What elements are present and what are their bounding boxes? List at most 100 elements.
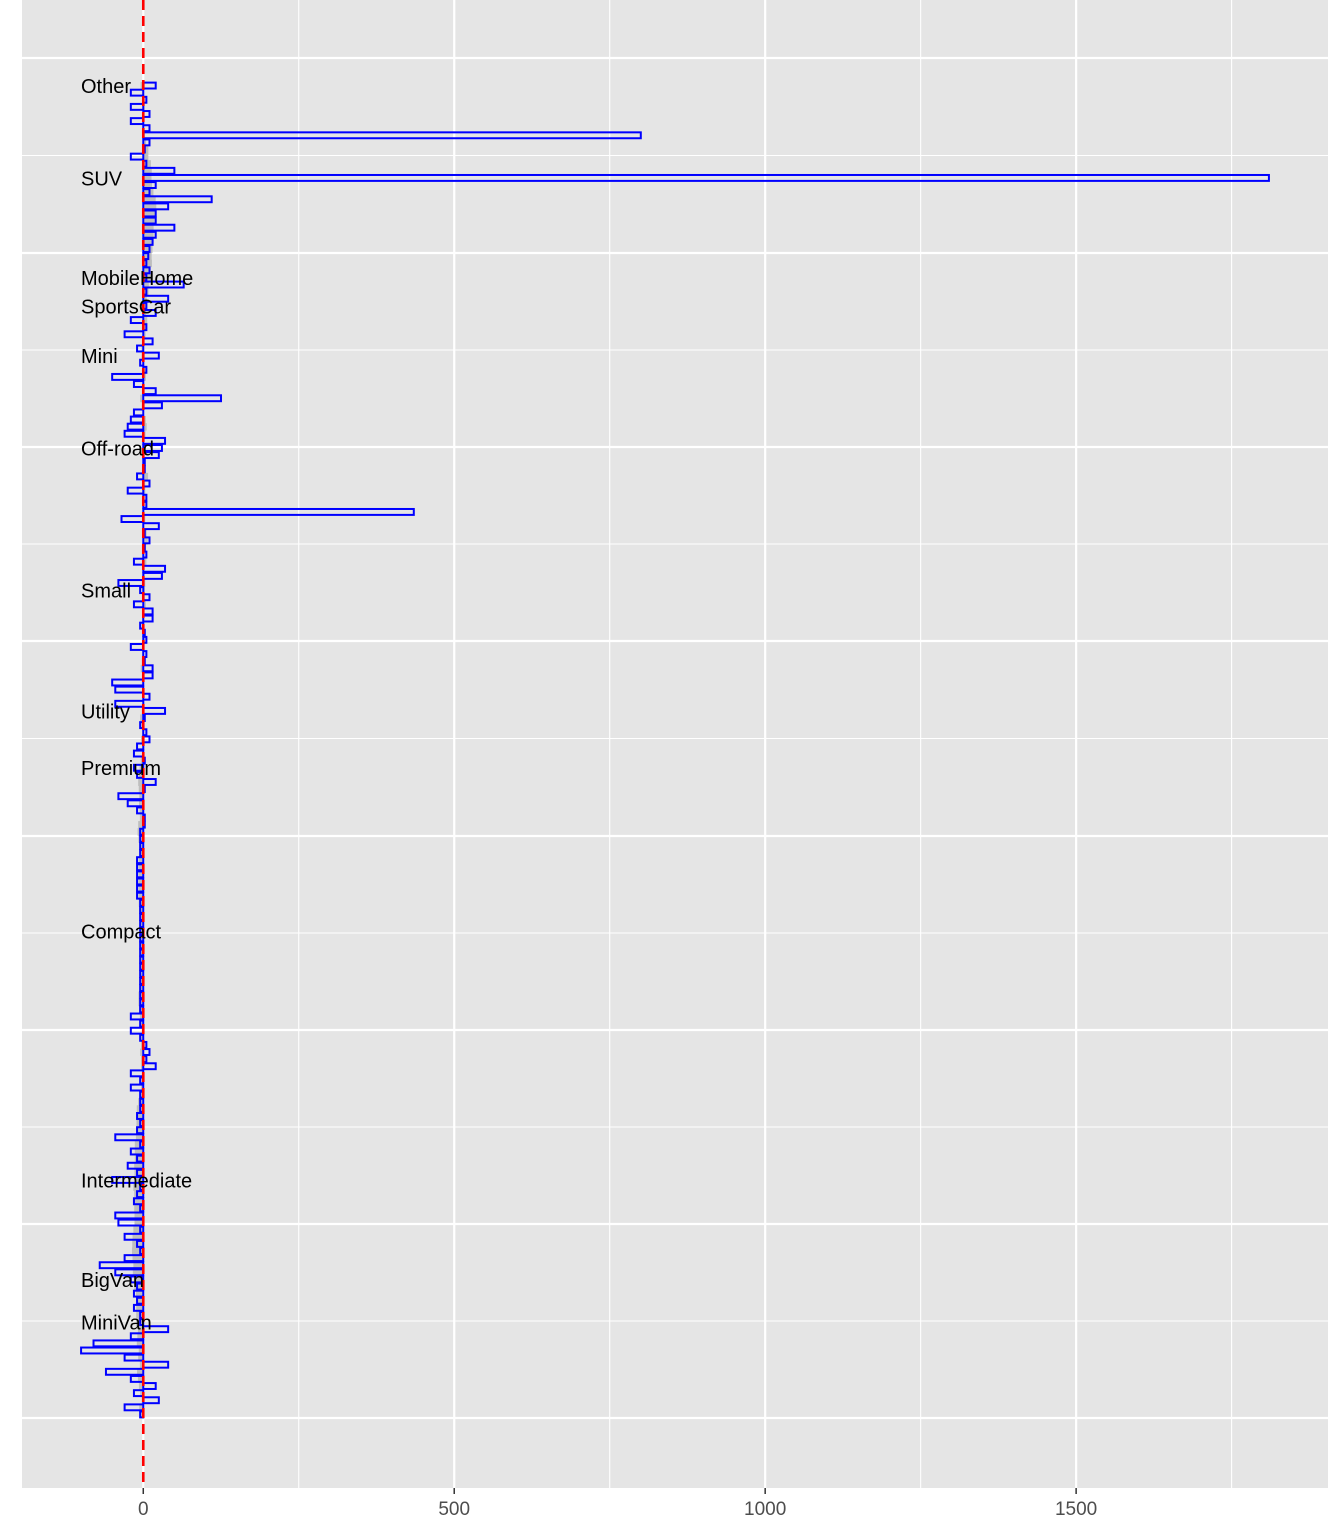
bar [142, 728, 148, 737]
smoothed-band-segment [133, 1183, 144, 1191]
smoothed-band-segment [143, 259, 152, 268]
smoothed-band-segment [140, 963, 144, 971]
bar [132, 600, 145, 609]
smoothed-band-segment [139, 806, 144, 815]
bar [142, 614, 154, 623]
smoothed-band-segment [143, 202, 157, 211]
category-label: Compact [81, 922, 161, 944]
smoothed-band-segment [143, 167, 152, 175]
bar [129, 152, 145, 161]
smoothed-band-segment [143, 138, 147, 147]
smoothed-band-segment [136, 1339, 144, 1348]
smoothed-band-segment [134, 1140, 144, 1149]
smoothed-band-segment [138, 1382, 144, 1390]
smoothed-band-segment [143, 145, 149, 154]
smoothed-band-segment [143, 536, 148, 545]
bar [129, 1147, 145, 1156]
smoothed-band-segment [140, 956, 144, 964]
bar [139, 1097, 145, 1106]
smoothed-band-segment [139, 792, 144, 801]
smoothed-band-segment [134, 1204, 144, 1213]
bar [142, 1382, 157, 1390]
smoothed-band-segment [139, 764, 144, 772]
smoothed-band-segment [143, 600, 146, 609]
x-tick-label: 1000 [744, 1499, 786, 1520]
bar [142, 571, 163, 580]
smoothed-band-segment [143, 472, 149, 481]
bar [136, 870, 145, 879]
bar [142, 280, 185, 289]
smoothed-band-segment [135, 1290, 144, 1298]
smoothed-band-segment [139, 913, 144, 921]
bar [139, 998, 145, 1007]
smoothed-band-segment [138, 870, 144, 879]
smoothed-band-segment [136, 1297, 144, 1305]
bar [136, 1112, 145, 1120]
smoothed-band-segment [141, 1084, 144, 1092]
smoothed-band-segment [143, 266, 151, 275]
smoothed-band-segment [138, 1354, 144, 1362]
x-tick-label: 1500 [1055, 1499, 1097, 1520]
bar [142, 550, 148, 559]
smoothed-band-segment [138, 785, 144, 794]
smoothed-band-segment [143, 188, 154, 197]
smoothed-band-segment [134, 1219, 144, 1227]
smoothed-band-segment [131, 1247, 144, 1255]
smoothed-band-segment [143, 195, 156, 204]
bar [142, 507, 415, 516]
bar [139, 1033, 145, 1042]
smoothed-band-segment [139, 1012, 144, 1021]
grid-layer [22, 0, 1328, 1488]
bar [142, 216, 157, 225]
smoothed-band-segment [143, 224, 154, 232]
bar [139, 586, 145, 595]
category-label-layer: Other SUV MobileHome SportsCar Mini Off-road S… [81, 76, 193, 1335]
bar [123, 1254, 145, 1263]
bar [132, 1303, 145, 1312]
smoothed-band-segment [139, 927, 144, 936]
category-label: MobileHome [81, 268, 193, 290]
bar [142, 266, 151, 275]
bar [123, 1403, 145, 1412]
smoothed-band-segment [133, 1261, 144, 1270]
smoothed-band-segment [143, 295, 147, 303]
bar [132, 763, 145, 772]
category-label: Mini [81, 346, 118, 368]
bar [142, 1048, 151, 1056]
smoothed-band-segment [134, 1162, 144, 1170]
smoothed-band-segment [143, 231, 154, 239]
bar [142, 444, 163, 452]
smoothed-band-segment [134, 1169, 144, 1177]
x-tick-label: 0 [138, 1499, 149, 1520]
smoothed-band-segment [139, 799, 144, 808]
category-label: Small [81, 581, 131, 603]
bar [136, 891, 145, 900]
category-label: Premium [81, 758, 161, 780]
bar [92, 1339, 145, 1348]
smoothed-band-segment [132, 1233, 144, 1241]
smoothed-band-segment [139, 920, 144, 929]
bar [136, 1126, 145, 1135]
smoothed-band-segment [140, 948, 144, 957]
smoothed-band-segment [132, 1268, 144, 1277]
bar [142, 536, 151, 545]
category-label: Off-road [81, 438, 154, 460]
bar [136, 1239, 145, 1248]
smoothed-band-segment [136, 1304, 144, 1312]
smoothed-band-segment [143, 423, 147, 431]
smoothed-band-segment [140, 970, 144, 978]
smoothed-band-segment [138, 863, 144, 872]
smoothed-band-segment [139, 842, 144, 850]
smoothed-band-segment [133, 1275, 144, 1284]
bar [129, 102, 145, 111]
bar [139, 358, 145, 367]
smoothed-band-segment [143, 209, 156, 218]
bar [142, 635, 148, 644]
smoothed-band-segment [143, 302, 148, 310]
category-label: SUV [81, 168, 123, 190]
smoothed-band-segment [143, 153, 149, 161]
smoothed-band-segment [139, 1361, 144, 1369]
smoothed-band-segment [143, 280, 149, 289]
smoothed-band-segment [143, 558, 147, 566]
smoothed-band-segment [140, 664, 144, 673]
